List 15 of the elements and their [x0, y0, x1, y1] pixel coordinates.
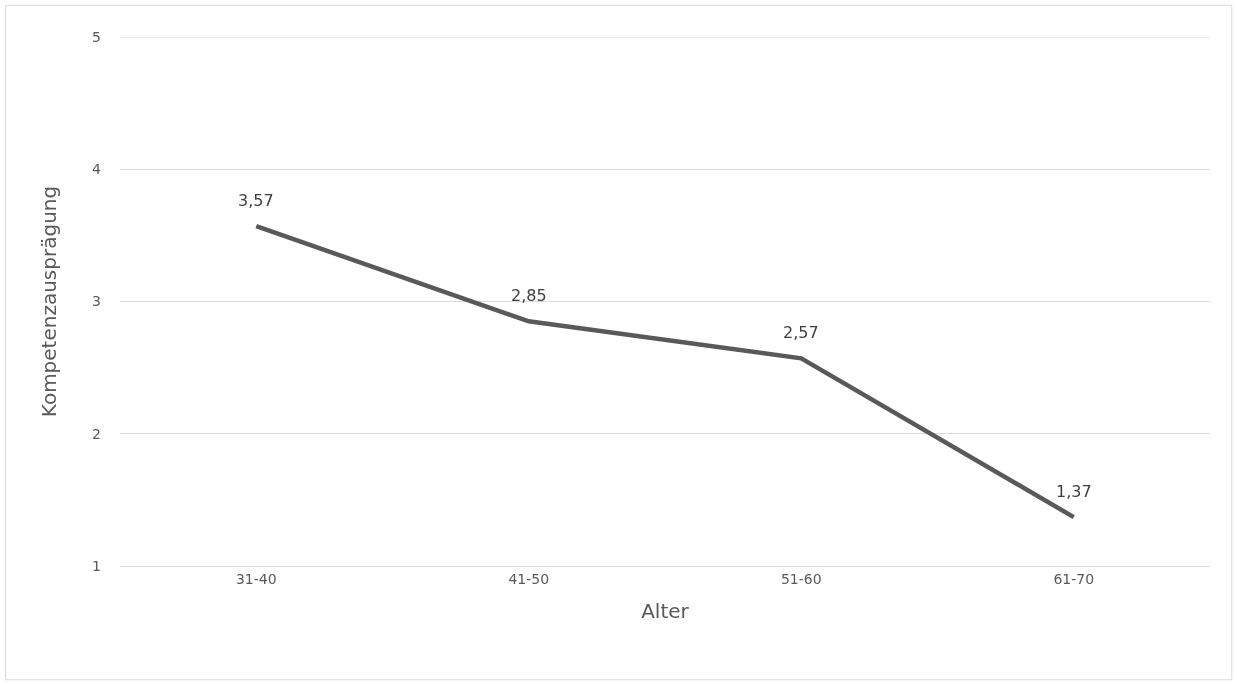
- y-tick-label: 4: [92, 161, 102, 178]
- x-tick-label: 31-40: [235, 570, 277, 587]
- data-label: 3,57: [238, 191, 274, 210]
- data-label: 1,37: [1056, 482, 1092, 501]
- x-tick-label: 61-70: [1053, 570, 1095, 587]
- y-axis-title: Kompetenzausprägung: [36, 185, 61, 418]
- x-tick-label: 41-50: [508, 570, 550, 587]
- y-tick-label: 5: [92, 28, 101, 45]
- x-axis-title: Alter: [641, 599, 690, 624]
- y-tick-label: 3: [92, 293, 101, 310]
- y-tick-label: 2: [92, 425, 101, 442]
- data-label: 2,57: [783, 323, 819, 342]
- data-label: 2,85: [511, 286, 547, 305]
- x-tick-label: 51-60: [780, 570, 822, 587]
- y-tick-label: 1: [92, 557, 101, 574]
